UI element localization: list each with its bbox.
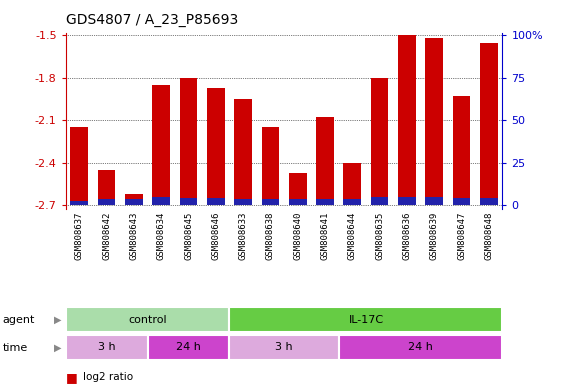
Bar: [316, 118, 334, 205]
Bar: [207, 198, 225, 205]
Text: GSM808643: GSM808643: [130, 211, 138, 260]
Bar: [125, 194, 143, 205]
Bar: [480, 198, 498, 205]
Bar: [152, 85, 170, 205]
Bar: [152, 197, 170, 205]
Text: GSM808642: GSM808642: [102, 211, 111, 260]
Bar: [234, 99, 252, 205]
Text: GSM808635: GSM808635: [375, 211, 384, 260]
Text: 24 h: 24 h: [176, 342, 201, 353]
Text: GSM808645: GSM808645: [184, 211, 193, 260]
Bar: [343, 199, 361, 205]
Text: GSM808639: GSM808639: [430, 211, 439, 260]
Text: GSM808633: GSM808633: [239, 211, 248, 260]
Bar: [453, 198, 471, 205]
Bar: [425, 38, 443, 205]
Bar: [316, 199, 334, 205]
Text: GSM808634: GSM808634: [156, 211, 166, 260]
Bar: [70, 201, 88, 205]
Text: GSM808644: GSM808644: [348, 211, 357, 260]
Bar: [289, 199, 307, 205]
Text: GSM808640: GSM808640: [293, 211, 302, 260]
Text: 24 h: 24 h: [408, 342, 433, 353]
Text: GDS4807 / A_23_P85693: GDS4807 / A_23_P85693: [66, 13, 238, 27]
Text: GSM808647: GSM808647: [457, 211, 466, 260]
Bar: [453, 96, 471, 205]
Text: time: time: [3, 343, 28, 353]
Bar: [371, 78, 388, 205]
Bar: [398, 197, 416, 205]
Bar: [289, 172, 307, 205]
Bar: [180, 198, 198, 205]
Bar: [480, 43, 498, 205]
Bar: [66, 307, 230, 332]
Text: ▶: ▶: [54, 315, 62, 325]
Bar: [262, 199, 279, 205]
Bar: [339, 335, 502, 360]
Bar: [180, 78, 198, 205]
Bar: [125, 199, 143, 205]
Text: GSM808648: GSM808648: [484, 211, 493, 260]
Bar: [70, 127, 88, 205]
Bar: [371, 197, 388, 205]
Bar: [207, 88, 225, 205]
Text: GSM808641: GSM808641: [320, 211, 329, 260]
Text: GSM808646: GSM808646: [211, 211, 220, 260]
Text: GSM808636: GSM808636: [403, 211, 412, 260]
Bar: [147, 335, 230, 360]
Bar: [230, 335, 339, 360]
Bar: [230, 307, 502, 332]
Bar: [66, 335, 147, 360]
Bar: [234, 199, 252, 205]
Text: ■: ■: [66, 371, 78, 384]
Bar: [98, 170, 115, 205]
Text: log2 ratio: log2 ratio: [83, 372, 133, 382]
Text: ▶: ▶: [54, 343, 62, 353]
Text: GSM808638: GSM808638: [266, 211, 275, 260]
Bar: [262, 127, 279, 205]
Text: GSM808637: GSM808637: [75, 211, 84, 260]
Bar: [425, 197, 443, 205]
Bar: [398, 35, 416, 205]
Text: 3 h: 3 h: [98, 342, 115, 353]
Text: IL-17C: IL-17C: [348, 314, 384, 325]
Bar: [343, 163, 361, 205]
Text: agent: agent: [3, 315, 35, 325]
Text: 3 h: 3 h: [275, 342, 293, 353]
Text: control: control: [128, 314, 167, 325]
Bar: [98, 199, 115, 205]
